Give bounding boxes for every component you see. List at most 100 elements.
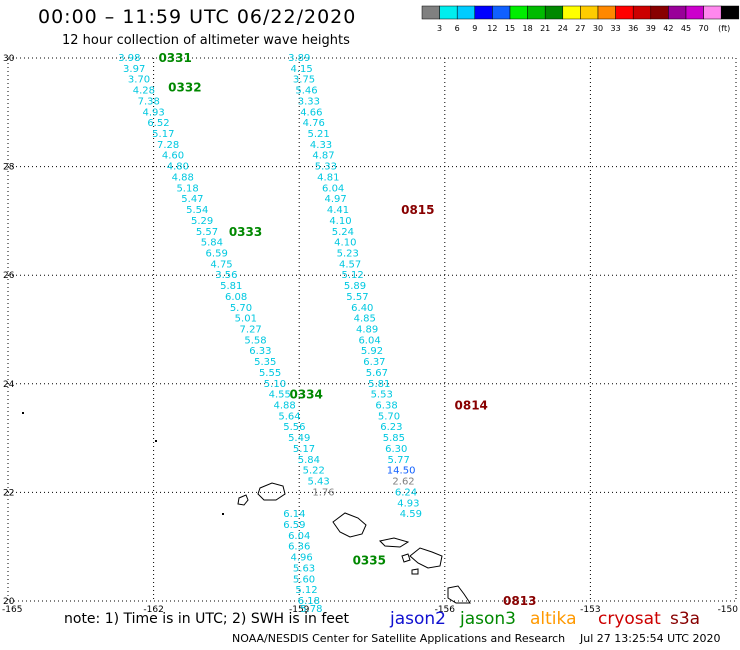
- island-maui: [409, 547, 443, 569]
- swh-value: 5.17: [152, 129, 174, 140]
- colorbar-label: 9: [472, 24, 477, 33]
- lon-tick-label: -165: [2, 605, 22, 615]
- satellite-legend-jason3: jason3: [460, 609, 516, 629]
- swh-value: 5.12: [295, 585, 317, 596]
- swh-value: 5.24: [332, 227, 354, 238]
- subtitle: 12 hour collection of altimeter wave hei…: [62, 33, 350, 48]
- swh-value: 5.23: [337, 248, 359, 259]
- swh-value: 5.53: [371, 390, 393, 401]
- swh-value: 7.27: [240, 325, 262, 336]
- colorbar-swatch: [668, 5, 687, 20]
- swh-value: 6.04: [358, 335, 380, 346]
- swh-value: 6.18: [298, 596, 320, 607]
- swh-value: 5.67: [366, 368, 388, 379]
- pass-time-label: 0815: [401, 203, 434, 217]
- swh-value: 5.56: [283, 422, 305, 433]
- colorbar-label: 30: [593, 24, 603, 33]
- swh-value: 4.85: [354, 314, 376, 325]
- swh-value: 4.76: [303, 118, 325, 129]
- datestamp: Jul 27 13:25:54 UTC 2020: [580, 632, 721, 645]
- colorbar-swatch: [439, 5, 458, 20]
- swh-value: 5.70: [230, 303, 252, 314]
- colorbar-label: 36: [628, 24, 638, 33]
- islet: [222, 513, 224, 515]
- island-hawaii: [447, 585, 471, 604]
- swh-value: 6.52: [147, 118, 169, 129]
- colorbar-label: 15: [505, 24, 515, 33]
- swh-value: 5.85: [383, 433, 405, 444]
- swh-value: 1.76: [312, 487, 334, 498]
- colorbar-swatch: [527, 5, 546, 20]
- lat-tick-label: 20: [3, 597, 15, 607]
- lon-tick-label: -162: [143, 605, 163, 615]
- swh-value: 5.77: [388, 455, 410, 466]
- swh-value: 4.28: [133, 86, 155, 97]
- lon-tick-label: -150: [718, 605, 739, 615]
- swh-value: 5.33: [315, 162, 337, 173]
- coastline: [22, 412, 471, 604]
- swh-value: 4.89: [356, 325, 378, 336]
- lat-tick-label: 26: [3, 271, 15, 281]
- colorbar-swatch: [703, 5, 722, 20]
- swh-value: 5.10: [264, 379, 286, 390]
- swh-value: 5.43: [307, 477, 329, 488]
- swh-value: 3.98: [118, 53, 140, 64]
- swh-value: 5.81: [368, 379, 390, 390]
- colorbar-label: 33: [611, 24, 621, 33]
- swh-value: 5.81: [220, 281, 242, 292]
- swh-value: 3.97: [123, 64, 145, 75]
- swh-value: 4.75: [210, 259, 232, 270]
- swh-value: 5.84: [201, 238, 223, 249]
- satellite-legend-jason2: jason2: [390, 609, 446, 629]
- colorbar-swatch: [456, 5, 476, 20]
- colorbar-swatch: [544, 5, 564, 20]
- satellite-legend-s3a: s3a: [670, 609, 701, 629]
- swh-value: 5.84: [298, 455, 320, 466]
- swh-value: 5.58: [244, 335, 266, 346]
- colorbar-swatch: [580, 5, 599, 20]
- swh-value: 5.35: [254, 357, 276, 368]
- swh-value: 4.15: [290, 64, 312, 75]
- colorbar-label: 18: [523, 24, 533, 33]
- swh-value: 5.92: [361, 346, 383, 357]
- swh-value: 6.33: [249, 346, 271, 357]
- swh-value: 5.60: [293, 574, 315, 585]
- pass-time-label: 0333: [229, 225, 262, 239]
- swh-value: 5.47: [181, 194, 203, 205]
- swh-value: 6.14: [283, 509, 305, 520]
- swh-value: 4.93: [142, 107, 164, 118]
- pass-time-label: 0331: [158, 51, 191, 65]
- swh-value: 5.49: [288, 433, 310, 444]
- pass-time-label: 0335: [353, 553, 386, 567]
- colorbar-label: 3: [437, 24, 442, 33]
- lat-tick-label: 28: [3, 163, 15, 173]
- swh-value: 4.60: [162, 151, 184, 162]
- colorbar-label: 27: [575, 24, 585, 33]
- swh-value: 4.10: [334, 238, 356, 249]
- pass-time-label: 0334: [289, 388, 322, 402]
- island-oahu: [332, 512, 367, 538]
- swh-value: 4.59: [400, 509, 422, 520]
- credit-line: NOAA/NESDIS Center for Satellite Applica…: [232, 632, 566, 645]
- swh-value: 5.17: [293, 444, 315, 455]
- island-kahoolawe: [411, 568, 419, 575]
- swh-value: 4.87: [312, 151, 334, 162]
- pass-time-label: 0332: [168, 80, 201, 94]
- map-frame: [7, 57, 737, 602]
- swh-value: 5.57: [346, 292, 368, 303]
- colorbar-swatch: [474, 5, 493, 20]
- swh-value: 5.01: [235, 314, 257, 325]
- colorbar-swatch: [421, 5, 440, 20]
- swh-value: 7.38: [138, 96, 160, 107]
- swh-values: 3.983.973.704.287.384.936.525.177.284.60…: [118, 51, 536, 615]
- swh-value: 6.30: [385, 444, 407, 455]
- swh-value: 5.22: [303, 466, 325, 477]
- colorbar-swatch: [685, 5, 704, 20]
- lon-tick-label: -156: [435, 605, 456, 615]
- colorbar-label: 45: [681, 24, 691, 33]
- swh-value: 5.55: [259, 368, 281, 379]
- swh-value: 6.23: [380, 422, 402, 433]
- swh-value: 14.50: [387, 466, 416, 477]
- swh-value: 5.57: [196, 227, 218, 238]
- colorbar-label: 39: [646, 24, 656, 33]
